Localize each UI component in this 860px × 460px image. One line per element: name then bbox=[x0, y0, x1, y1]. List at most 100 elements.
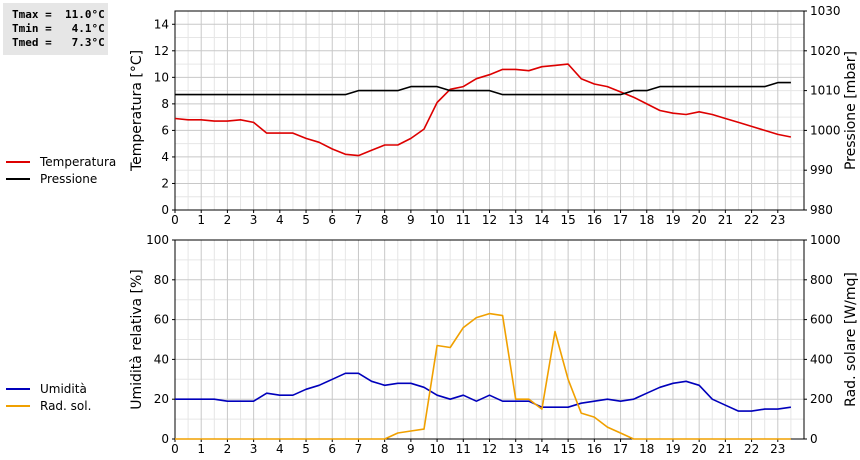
chart-1: 0 1 2 3 4 5 6 7 8 9 10 11 12 13 14 15 16 17 18 19 20 21 22 2302… bbox=[129, 4, 859, 227]
stats-box: Tmax = 11.0°C Tmin = 4.1°C Tmed = 7.3°C bbox=[3, 3, 108, 55]
y-left-tick-label: 0 bbox=[161, 432, 169, 446]
chart-2: 0 1 2 3 4 5 6 7 8 9 10 11 12 13 14 15 16 17 18 19 20 21 22 2302… bbox=[129, 233, 859, 456]
x-tick-label: 20 bbox=[692, 213, 707, 227]
x-tick-label: 13 bbox=[508, 213, 523, 227]
y-right-tick-label: 400 bbox=[810, 352, 833, 366]
y-left-tick-label: 40 bbox=[154, 352, 169, 366]
y-right-tick-label: 1000 bbox=[810, 233, 841, 247]
y-left-tick-label: 6 bbox=[161, 123, 169, 137]
legend-swatch-pressione bbox=[6, 177, 30, 180]
x-tick-label: 0 bbox=[171, 442, 179, 456]
x-tick-label: 12 bbox=[482, 213, 497, 227]
x-tick-label: 22 bbox=[744, 213, 759, 227]
x-tick-label: 4 bbox=[276, 442, 284, 456]
x-tick-label: 7 bbox=[355, 213, 363, 227]
x-tick-label: 9 bbox=[407, 442, 415, 456]
x-tick-label: 23 bbox=[770, 442, 785, 456]
x-tick-label: 0 bbox=[171, 213, 179, 227]
x-tick-label: 23 bbox=[770, 213, 785, 227]
x-tick-label: 21 bbox=[718, 442, 733, 456]
x-tick-label: 18 bbox=[639, 213, 654, 227]
legend-item-rad-sol: Rad. sol. bbox=[6, 397, 91, 414]
x-tick-label: 9 bbox=[407, 213, 415, 227]
y-right-tick-label: 1010 bbox=[810, 84, 841, 98]
stats-tmed: Tmed = 7.3°C bbox=[12, 36, 105, 49]
series-line-rad-sol bbox=[175, 312, 791, 440]
y-left-tick-label: 4 bbox=[161, 150, 169, 164]
x-tick-label: 11 bbox=[456, 442, 471, 456]
y-right-tick-label: 600 bbox=[810, 313, 833, 327]
y-left-tick-label: 12 bbox=[154, 44, 169, 58]
y-right-tick-label: 200 bbox=[810, 392, 833, 406]
x-tick-label: 17 bbox=[613, 442, 628, 456]
y-left-tick-label: 60 bbox=[154, 313, 169, 327]
x-tick-label: 4 bbox=[276, 213, 284, 227]
x-tick-label: 14 bbox=[534, 442, 549, 456]
x-tick-label: 8 bbox=[381, 442, 389, 456]
x-tick-label: 12 bbox=[482, 442, 497, 456]
y-left-tick-label: 0 bbox=[161, 203, 169, 217]
x-tick-label: 1 bbox=[197, 442, 205, 456]
y-left-axis-label: Umidità relativa [%] bbox=[129, 269, 145, 410]
y-right-tick-label: 980 bbox=[810, 203, 833, 217]
x-tick-label: 15 bbox=[560, 213, 575, 227]
x-tick-label: 13 bbox=[508, 442, 523, 456]
y-left-tick-label: 2 bbox=[161, 176, 169, 190]
series-line-temperatura bbox=[174, 63, 792, 157]
y-right-tick-label: 1000 bbox=[810, 123, 841, 137]
y-left-tick-label: 14 bbox=[154, 17, 169, 31]
x-tick-label: 19 bbox=[665, 442, 680, 456]
x-tick-label: 16 bbox=[587, 442, 602, 456]
x-tick-label: 19 bbox=[665, 213, 680, 227]
x-tick-label: 5 bbox=[302, 442, 310, 456]
x-tick-label: 6 bbox=[328, 213, 336, 227]
legend-swatch-temperatura bbox=[6, 160, 30, 163]
y-right-tick-label: 0 bbox=[810, 432, 818, 446]
series-line-umidit bbox=[175, 372, 792, 412]
legend-item-temperatura: Temperatura bbox=[6, 153, 116, 170]
stats-tmax: Tmax = 11.0°C bbox=[12, 8, 105, 21]
x-tick-label: 3 bbox=[250, 442, 258, 456]
y-right-tick-label: 990 bbox=[810, 163, 833, 177]
legend-item-umidita: Umidità bbox=[6, 380, 91, 397]
series-line-pressione bbox=[175, 81, 791, 96]
x-tick-label: 10 bbox=[429, 213, 444, 227]
x-tick-label: 14 bbox=[534, 213, 549, 227]
y-left-tick-label: 80 bbox=[154, 273, 169, 287]
x-tick-label: 16 bbox=[587, 213, 602, 227]
y-left-axis-label: Temperatura [°C] bbox=[129, 50, 145, 172]
x-tick-label: 2 bbox=[224, 213, 232, 227]
y-right-tick-label: 800 bbox=[810, 273, 833, 287]
x-tick-label: 3 bbox=[250, 213, 258, 227]
x-tick-label: 22 bbox=[744, 442, 759, 456]
y-right-axis-label: Pressione [mbar] bbox=[843, 51, 859, 170]
x-tick-label: 1 bbox=[197, 213, 205, 227]
legend-top: Temperatura Pressione bbox=[6, 153, 116, 187]
x-tick-label: 15 bbox=[560, 442, 575, 456]
x-tick-label: 5 bbox=[302, 213, 310, 227]
x-tick-label: 8 bbox=[381, 213, 389, 227]
x-tick-label: 11 bbox=[456, 213, 471, 227]
x-tick-label: 21 bbox=[718, 213, 733, 227]
x-tick-label: 18 bbox=[639, 442, 654, 456]
stats-tmin: Tmin = 4.1°C bbox=[12, 22, 105, 35]
x-tick-label: 2 bbox=[224, 442, 232, 456]
legend-swatch-rad-sol bbox=[6, 404, 30, 407]
x-tick-label: 10 bbox=[429, 442, 444, 456]
legend-bottom: Umidità Rad. sol. bbox=[6, 380, 91, 414]
y-left-tick-label: 100 bbox=[146, 233, 169, 247]
y-right-axis-label: Rad. solare [W/mq] bbox=[843, 272, 859, 407]
y-left-tick-label: 20 bbox=[154, 392, 169, 406]
legend-label-umidita: Umidità bbox=[40, 381, 87, 396]
legend-swatch-umidita bbox=[6, 387, 30, 390]
legend-label-pressione: Pressione bbox=[40, 171, 98, 186]
x-tick-label: 6 bbox=[328, 442, 336, 456]
y-right-tick-label: 1020 bbox=[810, 44, 841, 58]
x-tick-label: 20 bbox=[692, 442, 707, 456]
x-tick-label: 17 bbox=[613, 213, 628, 227]
legend-label-rad-sol: Rad. sol. bbox=[40, 398, 92, 413]
y-left-tick-label: 10 bbox=[154, 70, 169, 84]
legend-item-pressione: Pressione bbox=[6, 170, 116, 187]
legend-label-temperatura: Temperatura bbox=[40, 154, 117, 169]
